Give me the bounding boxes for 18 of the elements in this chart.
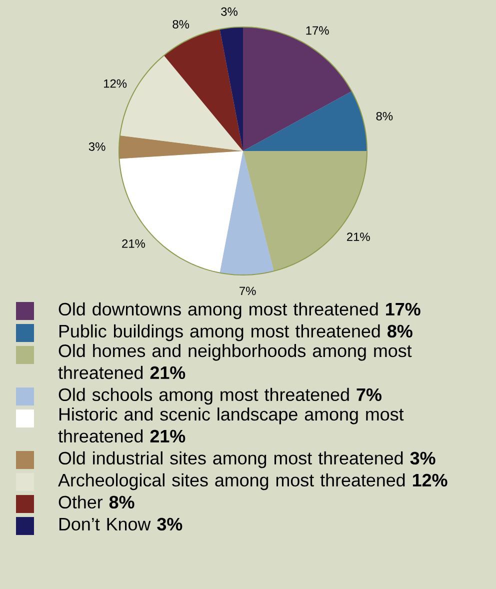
data-label: 3% [88,142,106,151]
legend-label: Archeological sites among most threatened 12% [58,473,448,490]
legend-label: Historic and scenic landscape among most threatened 21% [58,407,404,443]
legend-label: Other 8% [58,495,134,509]
data-label: 21% [346,232,370,241]
legend-label: Old homes and neighborhoods among most threatened 21% [58,344,412,380]
data-label: 7% [240,286,256,296]
data-label: 12% [104,79,127,88]
legend-label: Old downtowns among most threatened 17% [58,302,420,320]
legend-label: Old industrial sites among most threatened 3% [58,451,436,468]
data-label: 21% [122,239,146,248]
legend-label: Public buildings among most threatened 8% [59,324,412,342]
data-label: 8% [376,112,393,120]
data-label: 17% [306,26,329,35]
legend-label: Old schools among most threatened 7% [58,388,382,405]
data-label: 3% [221,7,238,16]
legend-label: Don’t Know 3% [59,518,182,531]
data-label: 8% [172,20,190,29]
